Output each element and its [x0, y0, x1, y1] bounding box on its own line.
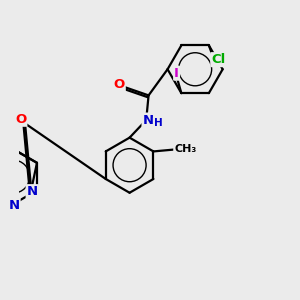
Text: I: I: [174, 67, 179, 80]
Text: CH₃: CH₃: [174, 144, 197, 154]
Text: N: N: [142, 114, 154, 127]
Text: O: O: [113, 78, 125, 92]
Text: Cl: Cl: [211, 53, 226, 66]
Text: O: O: [15, 113, 26, 126]
Text: N: N: [27, 185, 38, 198]
Text: N: N: [8, 199, 20, 212]
Text: H: H: [154, 118, 162, 128]
